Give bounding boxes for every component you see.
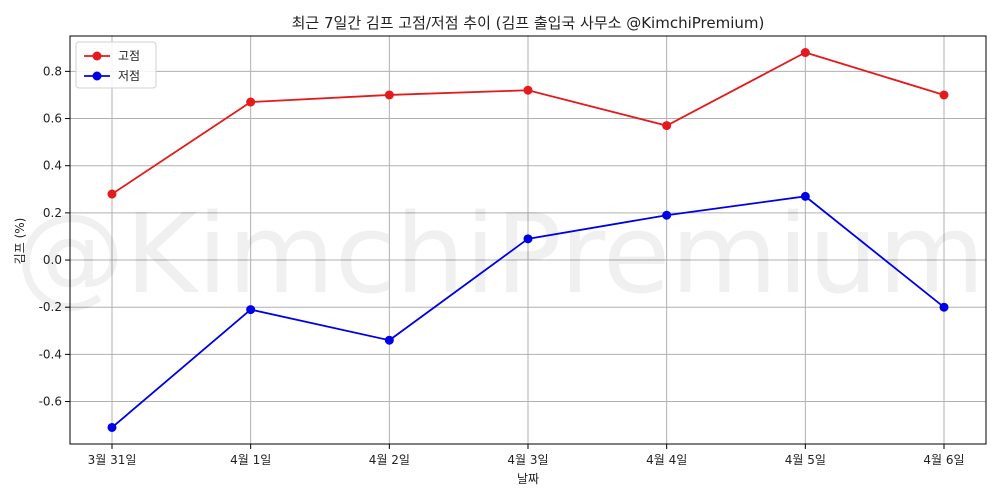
ticks-layer: 3월 31일 4월 1일 4월 2일 4월 3일 4월 4일 4월 5일 4월 6일 -0.6… <box>39 64 965 467</box>
data-point-low <box>800 191 810 201</box>
data-point-high <box>800 48 810 58</box>
legend-label: 고점 <box>118 49 140 63</box>
chart-title: 최근 7일간 김프 고점/저점 추이 (김프 출입국 사무소 @KimchiPr… <box>292 14 765 32</box>
y-tick-label: -0.4 <box>39 347 62 361</box>
data-point-low <box>384 335 394 345</box>
x-tick-label: 4월 3일 <box>507 453 548 467</box>
data-point-low <box>246 305 256 315</box>
series-layer <box>107 48 949 432</box>
data-point-high <box>939 90 949 100</box>
x-tick-label: 4월 6일 <box>923 453 964 467</box>
x-tick-label: 4월 4일 <box>646 453 687 467</box>
data-point-high <box>384 90 394 100</box>
data-point-low <box>523 234 533 244</box>
y-tick-label: 0.0 <box>43 253 62 267</box>
x-axis-title: 날짜 <box>517 472 539 486</box>
legend-box <box>75 41 157 89</box>
data-point-low <box>662 210 672 220</box>
legend-marker <box>92 71 102 81</box>
data-point-high <box>662 121 672 131</box>
y-tick-label: 0.8 <box>43 64 62 78</box>
y-tick-label: -0.2 <box>39 300 62 314</box>
data-point-high <box>246 97 256 107</box>
x-tick-label: 4월 2일 <box>369 453 410 467</box>
data-point-low <box>939 302 949 312</box>
y-axis-title: 김프 (%) <box>13 218 27 265</box>
y-tick-label: 0.6 <box>43 112 62 126</box>
x-tick-label: 4월 1일 <box>230 453 271 467</box>
y-tick-label: -0.6 <box>39 395 62 409</box>
x-tick-label: 4월 5일 <box>785 453 826 467</box>
data-point-high <box>107 189 117 199</box>
y-tick-label: 0.4 <box>43 159 62 173</box>
grid-layer <box>70 36 986 444</box>
watermark-text: @KimchiPremium <box>15 190 985 318</box>
data-point-low <box>107 422 117 432</box>
legend-label: 저점 <box>118 69 140 83</box>
y-tick-label: 0.2 <box>43 206 62 220</box>
legend-marker <box>92 51 102 61</box>
data-point-high <box>523 85 533 95</box>
x-tick-label: 3월 31일 <box>88 453 137 467</box>
